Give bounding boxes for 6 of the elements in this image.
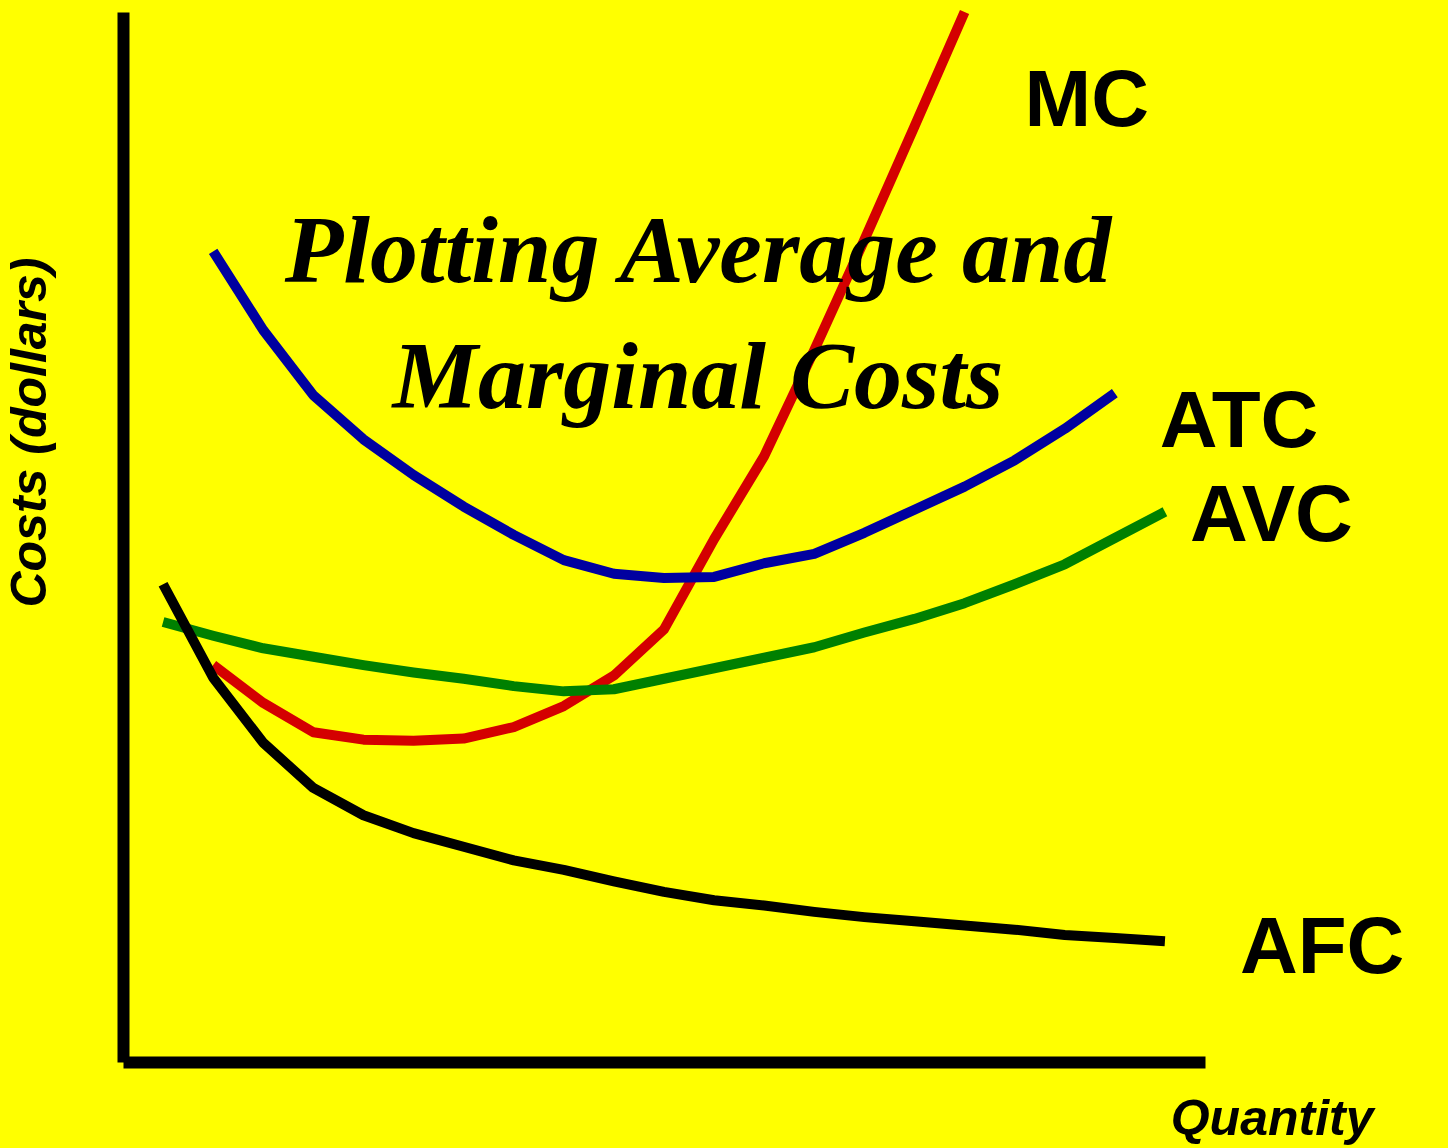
series-label: AFC — [1239, 901, 1405, 991]
x-axis-title: Quantity — [1170, 1089, 1376, 1146]
series-label: MC — [1024, 54, 1149, 143]
series-label: AVC — [1189, 468, 1353, 558]
series-label: ATC — [1159, 375, 1319, 465]
y-axis-title: Costs (dollars) — [0, 257, 57, 608]
